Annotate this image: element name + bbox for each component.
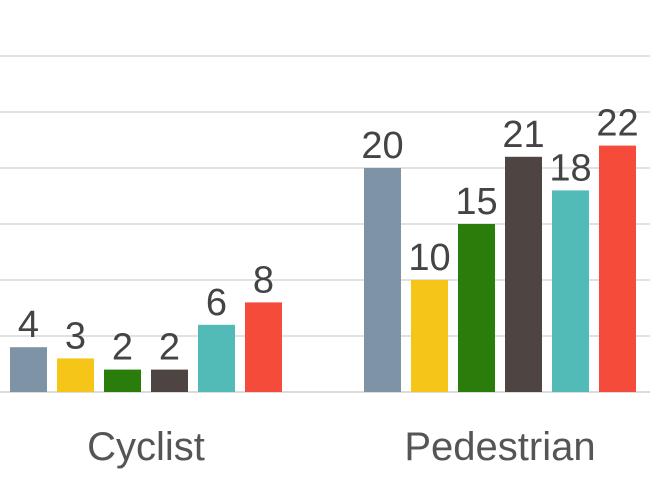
data-label: 20 [361, 125, 403, 167]
data-label: 8 [253, 259, 274, 301]
bar-pedestrian-5 [552, 190, 589, 392]
bar-pedestrian-1 [364, 168, 401, 392]
data-label: 6 [206, 282, 227, 324]
bar-cyclist-1 [10, 347, 47, 392]
bar-cyclist-5 [198, 324, 235, 392]
bar-pedestrian-2 [411, 280, 448, 392]
data-label: 10 [408, 237, 450, 279]
bar-cyclist-4 [151, 369, 188, 392]
bar-pedestrian-6 [599, 145, 636, 392]
bar-cyclist-2 [57, 358, 94, 392]
data-label: 15 [455, 181, 497, 223]
category-label-cyclist: Cyclist [87, 425, 205, 469]
bar-cyclist-3 [104, 369, 141, 392]
data-label: 4 [18, 304, 39, 346]
data-label: 3 [65, 315, 86, 357]
bar-pedestrian-4 [505, 156, 542, 392]
bar-pedestrian-3 [458, 224, 495, 392]
data-label: 2 [159, 327, 180, 369]
data-label: 22 [596, 103, 638, 145]
category-label-pedestrian: Pedestrian [404, 425, 595, 469]
bar-cyclist-6 [245, 302, 282, 392]
data-label: 2 [112, 327, 133, 369]
data-label: 21 [502, 114, 544, 156]
category-labels: Cyclist Pedestrian [87, 425, 596, 469]
data-label: 18 [549, 147, 591, 189]
bars [10, 145, 636, 392]
